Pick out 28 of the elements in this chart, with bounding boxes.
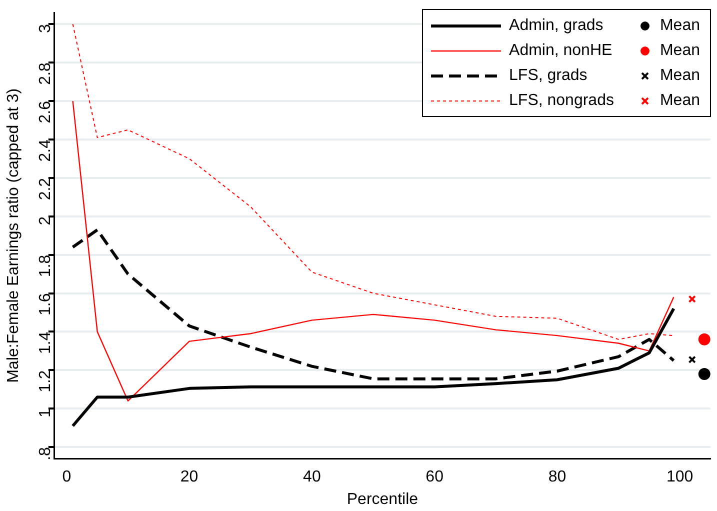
x-tick-label: 100 bbox=[666, 468, 694, 486]
y-tick-label: .8 bbox=[36, 446, 54, 460]
legend-label: LFS, grads bbox=[509, 66, 588, 86]
x-axis-title: Percentile bbox=[346, 490, 418, 508]
y-tick-label: 3 bbox=[36, 24, 54, 34]
y-tick-label: 1.6 bbox=[36, 293, 54, 316]
legend-label: Mean bbox=[660, 66, 700, 86]
x-tick-label: 80 bbox=[548, 468, 566, 486]
y-tick-label: 1.4 bbox=[36, 332, 54, 354]
x-tick-label: 60 bbox=[426, 468, 444, 486]
y-tick-label: 2.2 bbox=[36, 178, 54, 200]
y-tick-label: 2 bbox=[36, 216, 54, 226]
y-tick-label: 2.4 bbox=[36, 139, 54, 162]
legend-label: Admin, nonHE bbox=[509, 41, 612, 61]
x-tick-label: 20 bbox=[180, 468, 198, 486]
y-tick-label: 2.8 bbox=[36, 62, 54, 85]
legend-label: Mean bbox=[660, 41, 700, 61]
y-axis-title: Male:Female Earnings ratio (capped at 3) bbox=[5, 88, 22, 383]
legend-label: Mean bbox=[660, 91, 700, 111]
y-tick-label: 1 bbox=[36, 408, 54, 418]
legend-label: Admin, grads bbox=[509, 16, 604, 36]
legend-label: Mean bbox=[660, 16, 700, 36]
y-tick-label: 2.6 bbox=[36, 100, 54, 124]
legend-label: LFS, nongrads bbox=[509, 91, 614, 111]
y-tick-label: 1.8 bbox=[36, 254, 54, 278]
x-tick-label: 0 bbox=[62, 468, 72, 486]
x-tick-label: 40 bbox=[303, 468, 321, 486]
y-tick-label: 1.2 bbox=[36, 370, 54, 392]
